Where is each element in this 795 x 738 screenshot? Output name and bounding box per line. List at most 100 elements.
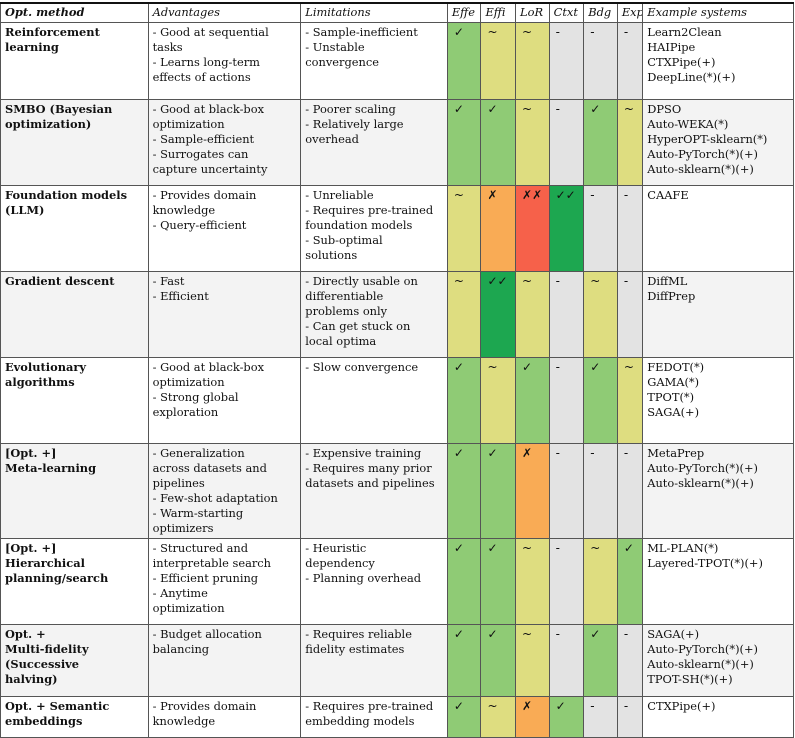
advantages-line: interpretable search [152, 556, 272, 570]
context-rating-cell: - [548, 22, 585, 100]
limitations-line: - Directly usable on [305, 274, 418, 288]
limitations-line: differentiable [305, 289, 384, 303]
budget-rating-cell: ~ [583, 271, 618, 358]
method-line: Hierarchical [5, 556, 85, 570]
method-line: Reinforcement [5, 25, 100, 39]
context-rating-cell: - [548, 538, 585, 625]
advantages-line: - Good at black-box [152, 102, 265, 116]
method-line: Opt. + Semantic [5, 699, 110, 713]
efficiency-rating-cell: ✗ [480, 185, 517, 272]
context-rating-cell: ✓✓ [548, 185, 585, 272]
efficiency-rating-cell: ✓ [480, 538, 517, 625]
examples-cell: DiffML DiffPrep [642, 271, 794, 358]
header-limitations: Limitations [300, 2, 448, 23]
examples-line: TPOT(*) [647, 390, 695, 404]
method-line: [Opt. +] [5, 446, 57, 460]
limitations-cell: - Expensive training - Requires many prio… [300, 443, 448, 539]
table-body: Reinforcement learning - Good at sequentia… [0, 22, 794, 738]
table-row: Foundation models (LLM) - Provides domain k… [0, 185, 794, 272]
table-row: Gradient descent - Fast - Efficient - Direc… [0, 271, 794, 358]
examples-line: FEDOT(*) [647, 360, 705, 374]
examples-line: Auto-sklearn(*)(+) [647, 657, 754, 671]
advantages-line: - Sample-efficient [152, 132, 255, 146]
limitations-line: - Poorer scaling [305, 102, 396, 116]
header-lor: LoR [515, 2, 550, 23]
limitations-line: - Sub-optimal [305, 233, 383, 247]
budget-rating-cell: ~ [583, 538, 618, 625]
limitations-line: dependency [305, 556, 375, 570]
header-context: Ctxt [548, 2, 585, 23]
header-efficiency: Effi [480, 2, 517, 23]
examples-line: Auto-PyTorch(*)(+) [647, 642, 758, 656]
exp-rating-cell: - [616, 696, 644, 738]
examples-line: Auto-PyTorch(*)(+) [647, 461, 758, 475]
limitations-line: - Requires pre-trained [305, 203, 434, 217]
advantages-line: effects of actions [152, 70, 251, 84]
limitations-line: convergence [305, 55, 379, 69]
method-cell: Opt. + Multi-fidelity (Successive halving) [0, 624, 149, 697]
advantages-line: - Budget allocation [152, 627, 262, 641]
method-line: Evolutionary [5, 360, 86, 374]
effectiveness-rating-cell: ✓ [446, 443, 482, 539]
exp-rating-cell: ~ [616, 99, 644, 186]
method-line: Multi-fidelity [5, 642, 89, 656]
exp-rating-cell: - [616, 443, 644, 539]
effectiveness-rating-cell: ✓ [446, 696, 482, 738]
method-line: algorithms [5, 375, 75, 389]
advantages-cell: - Structured and interpretable search - Ef… [147, 538, 302, 625]
advantages-line: optimizers [152, 521, 214, 535]
method-cell: Reinforcement learning [0, 22, 149, 100]
advantages-line: - Structured and [152, 541, 249, 555]
limitations-line: - Expensive training [305, 446, 422, 460]
advantages-line: optimization [152, 375, 225, 389]
limitations-line: - Requires reliable [305, 627, 412, 641]
method-line: embeddings [5, 714, 83, 728]
examples-line: HAIPipe [647, 40, 696, 54]
budget-rating-cell: - [583, 443, 618, 539]
efficiency-rating-cell: ✓✓ [480, 271, 517, 358]
limitations-cell: - Directly usable on differentiable proble… [300, 271, 448, 358]
table-row: [Opt. +] Hierarchical planning/search - Str… [0, 538, 794, 625]
table-row: Opt. + Multi-fidelity (Successive halving) -… [0, 624, 794, 697]
advantages-cell: - Good at sequential tasks - Learns long-t… [147, 22, 302, 100]
lor-rating-cell: ~ [515, 271, 550, 358]
examples-line: TPOT-SH(*)(+) [647, 672, 733, 686]
examples-line: MetaPrep [647, 446, 705, 460]
header-opt-method: Opt. method [0, 2, 149, 23]
advantages-line: capture uncertainty [152, 162, 268, 176]
efficiency-rating-cell: ~ [480, 22, 517, 100]
efficiency-rating-cell: ✓ [480, 443, 517, 539]
effectiveness-rating-cell: ~ [446, 271, 482, 358]
limitations-line: local optima [305, 334, 377, 348]
examples-cell: Learn2Clean HAIPipe CTXPipe(+) DeepLine(*)(… [642, 22, 794, 100]
header-effectiveness: Effe [446, 2, 482, 23]
budget-rating-cell: - [583, 22, 618, 100]
advantages-line: - Few-shot adaptation [152, 491, 278, 505]
advantages-cell: - Budget allocation balancing [147, 624, 302, 697]
exp-rating-cell: - [616, 22, 644, 100]
limitations-line: foundation models [305, 218, 413, 232]
examples-cell: ML-PLAN(*) Layered-TPOT(*)(+) [642, 538, 794, 625]
lor-rating-cell: ✗ [515, 696, 550, 738]
method-cell: SMBO (Bayesian optimization) [0, 99, 149, 186]
advantages-line: - Query-efficient [152, 218, 247, 232]
context-rating-cell: - [548, 624, 585, 697]
efficiency-rating-cell: ~ [480, 357, 517, 444]
advantages-line: optimization [152, 117, 225, 131]
method-cell: Evolutionary algorithms [0, 357, 149, 444]
limitations-line: overhead [305, 132, 359, 146]
table-row: Reinforcement learning - Good at sequentia… [0, 22, 794, 100]
examples-line: Layered-TPOT(*)(+) [647, 556, 763, 570]
limitations-cell: - Unreliable - Requires pre-trained founda… [300, 185, 448, 272]
method-cell: Foundation models (LLM) [0, 185, 149, 272]
table-row: SMBO (Bayesian optimization) - Good at bla… [0, 99, 794, 186]
context-rating-cell: - [548, 99, 585, 186]
limitations-line: embedding models [305, 714, 415, 728]
examples-line: CAAFE [647, 188, 689, 202]
method-line: planning/search [5, 571, 109, 585]
method-line: halving) [5, 672, 58, 686]
limitations-line: solutions [305, 248, 358, 262]
efficiency-rating-cell: ✓ [480, 99, 517, 186]
method-line: Opt. + [5, 627, 46, 641]
